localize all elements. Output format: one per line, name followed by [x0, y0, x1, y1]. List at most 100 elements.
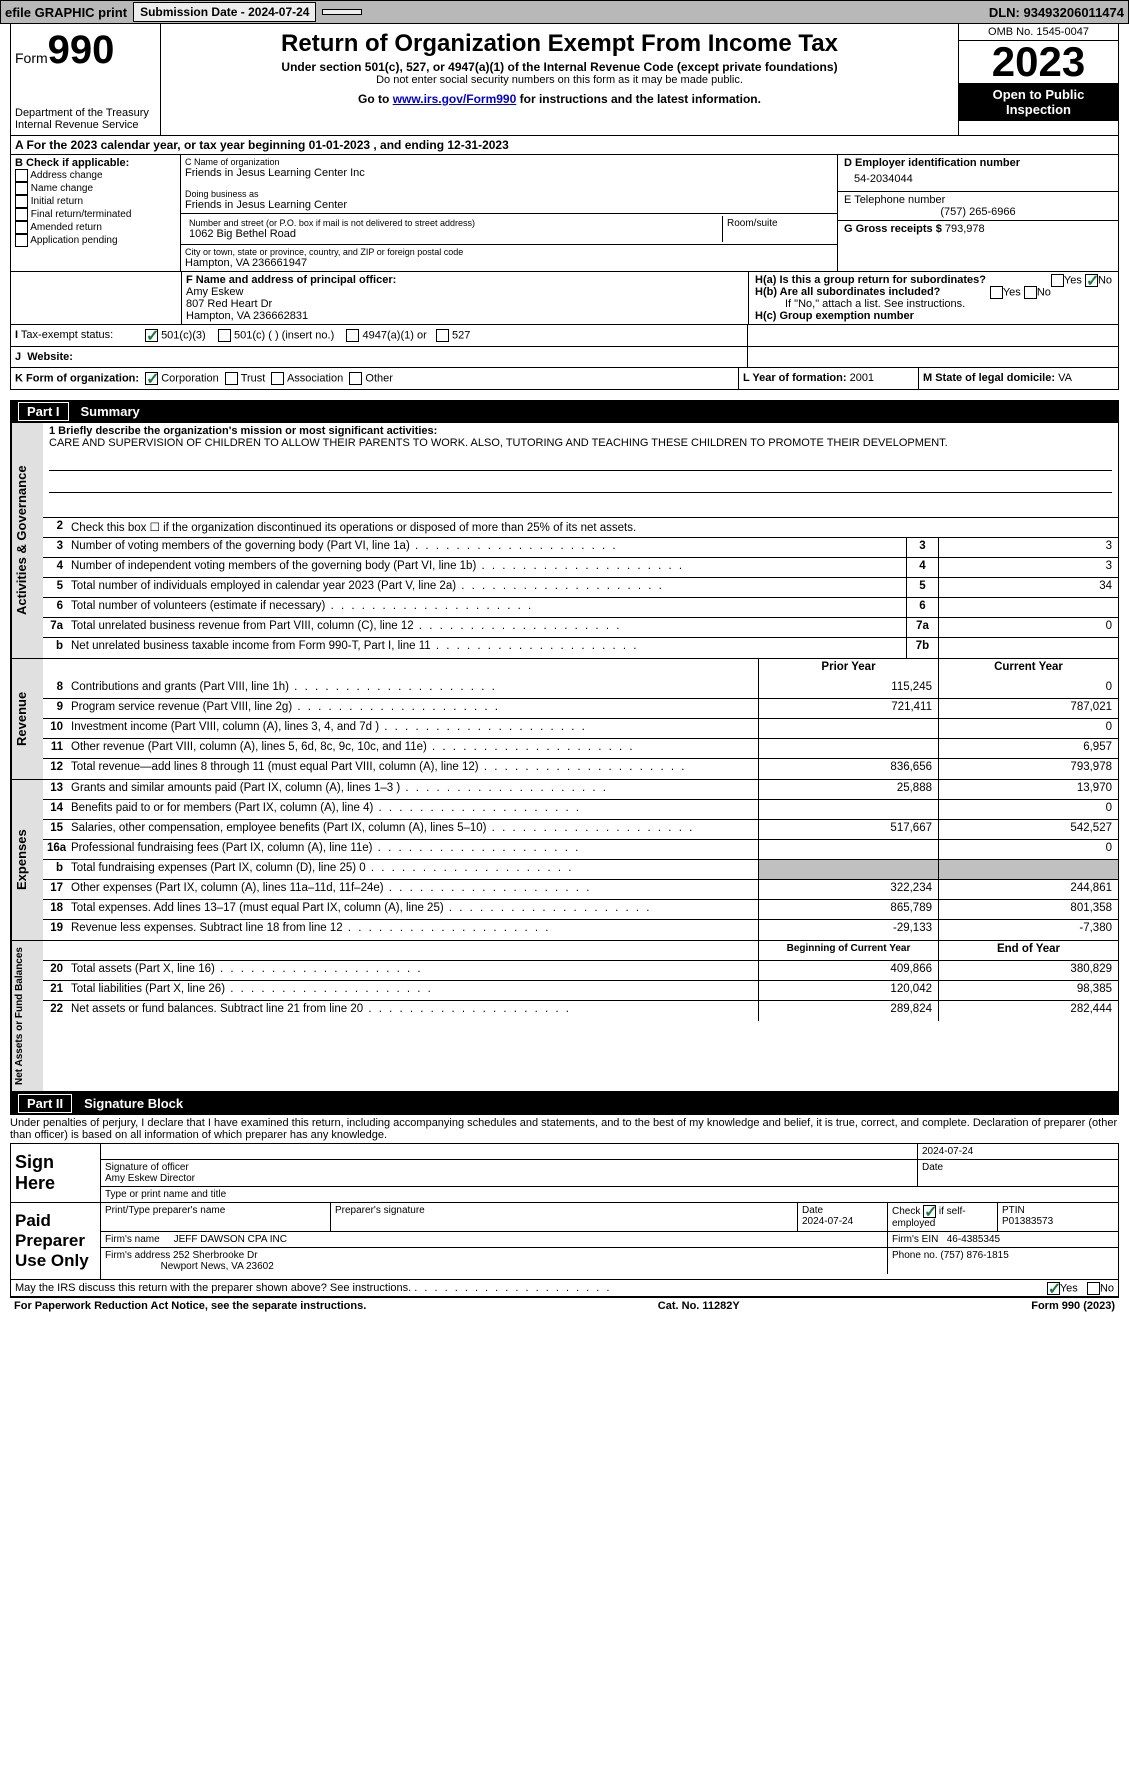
dln-label: DLN: 93493206011474 — [989, 5, 1124, 20]
row-a-tax-year: A For the 2023 calendar year, or tax yea… — [10, 136, 1119, 155]
amended-return-checkbox[interactable] — [15, 221, 28, 234]
col-c-org-info: C Name of organization Friends in Jesus … — [181, 155, 838, 271]
527-checkbox[interactable] — [436, 329, 449, 342]
ha-no-checkbox[interactable] — [1085, 274, 1098, 287]
corp-checkbox[interactable] — [145, 372, 158, 385]
net-line-22: 22Net assets or fund balances. Subtract … — [43, 1001, 1118, 1021]
officer-signature-name: Amy Eskew Director — [105, 1173, 913, 1184]
city-state-zip: Hampton, VA 236661947 — [185, 257, 833, 269]
exp-line-14: 14Benefits paid to or for members (Part … — [43, 800, 1118, 820]
firm-addr1: 252 Sherbrooke Dr — [173, 1250, 258, 1261]
irs-link[interactable]: www.irs.gov/Form990 — [393, 92, 517, 106]
form-header: Form990 Department of the Treasury Inter… — [10, 24, 1119, 136]
subtitle-2: Do not enter social security numbers on … — [167, 74, 952, 86]
discuss-row: May the IRS discuss this return with the… — [10, 1280, 1119, 1297]
net-line-21: 21Total liabilities (Part X, line 26)120… — [43, 981, 1118, 1001]
gov-line-5: 5Total number of individuals employed in… — [43, 578, 1118, 598]
rev-line-8: 8Contributions and grants (Part VIII, li… — [43, 679, 1118, 699]
form-title: Return of Organization Exempt From Incom… — [167, 30, 952, 58]
efile-label[interactable]: efile GRAPHIC print — [5, 5, 127, 20]
submission-date-button[interactable]: Submission Date - 2024-07-24 — [133, 2, 316, 22]
501c3-checkbox[interactable] — [145, 329, 158, 342]
gov-tab: Activities & Governance — [11, 423, 43, 658]
exp-line-17: 17Other expenses (Part IX, column (A), l… — [43, 880, 1118, 900]
footer-row: For Paperwork Reduction Act Notice, see … — [10, 1297, 1119, 1314]
ha-yes-checkbox[interactable] — [1051, 274, 1064, 287]
exp-line-b: bTotal fundraising expenses (Part IX, co… — [43, 860, 1118, 880]
state-domicile: VA — [1058, 372, 1072, 384]
ptin-value: P01383573 — [1002, 1216, 1053, 1227]
other-checkbox[interactable] — [349, 372, 362, 385]
subtitle-1: Under section 501(c), 527, or 4947(a)(1)… — [167, 60, 952, 74]
year-formation: 2001 — [850, 372, 874, 384]
ein-value: 54-2034044 — [844, 169, 1112, 189]
col-d-e-numbers: D Employer identification number 54-2034… — [838, 155, 1118, 271]
gov-line-6: 6Total number of volunteers (estimate if… — [43, 598, 1118, 618]
rev-line-10: 10Investment income (Part VIII, column (… — [43, 719, 1118, 739]
rev-line-12: 12Total revenue—add lines 8 through 11 (… — [43, 759, 1118, 779]
officer-name: Amy Eskew — [186, 286, 744, 298]
name-change-checkbox[interactable] — [15, 182, 28, 195]
address-change-checkbox[interactable] — [15, 169, 28, 182]
gov-line-2: 2Check this box ☐ if the organization di… — [43, 518, 1118, 538]
exp-line-13: 13Grants and similar amounts paid (Part … — [43, 780, 1118, 800]
application-pending-checkbox[interactable] — [15, 234, 28, 247]
form-label: Form — [15, 50, 48, 66]
initial-return-checkbox[interactable] — [15, 195, 28, 208]
gross-receipts: 793,978 — [945, 223, 985, 235]
exp-line-16a: 16aProfessional fundraising fees (Part I… — [43, 840, 1118, 860]
officer-addr1: 807 Red Heart Dr — [186, 298, 744, 310]
exp-tab: Expenses — [11, 780, 43, 940]
phone-value: (757) 265-6966 — [844, 206, 1112, 218]
firm-addr2: Newport News, VA 23602 — [161, 1261, 274, 1272]
open-inspection-badge: Open to Public Inspection — [959, 83, 1118, 121]
col-b-checkboxes: B Check if applicable: Address change Na… — [11, 155, 181, 271]
firm-name: JEFF DAWSON CPA INC — [174, 1234, 287, 1245]
assoc-checkbox[interactable] — [271, 372, 284, 385]
final-return-checkbox[interactable] — [15, 208, 28, 221]
rev-header-row: Prior Year Current Year — [43, 659, 1118, 679]
exp-line-18: 18Total expenses. Add lines 13–17 (must … — [43, 900, 1118, 920]
firm-phone: (757) 876-1815 — [940, 1250, 1008, 1261]
trust-checkbox[interactable] — [225, 372, 238, 385]
self-employed-checkbox[interactable] — [923, 1205, 936, 1218]
mission-text: CARE AND SUPERVISION OF CHILDREN TO ALLO… — [49, 437, 1112, 449]
gov-line-7a: 7aTotal unrelated business revenue from … — [43, 618, 1118, 638]
firm-ein: 46-4385345 — [947, 1234, 1000, 1245]
gov-line-b: bNet unrelated business taxable income f… — [43, 638, 1118, 658]
mission-box: 1 Briefly describe the organization's mi… — [43, 423, 1118, 518]
room-suite: Room/suite — [723, 216, 833, 242]
net-tab: Net Assets or Fund Balances — [11, 941, 43, 1091]
department-label: Department of the Treasury Internal Reve… — [15, 107, 156, 131]
discuss-yes-checkbox[interactable] — [1047, 1282, 1060, 1295]
goto-post: for instructions and the latest informat… — [516, 92, 761, 106]
net-header-row: Beginning of Current Year End of Year — [43, 941, 1118, 961]
rev-tab: Revenue — [11, 659, 43, 779]
penalty-statement: Under penalties of perjury, I declare th… — [10, 1115, 1119, 1143]
paid-preparer-block: Paid Preparer Use Only Print/Type prepar… — [10, 1203, 1119, 1280]
exp-line-15: 15Salaries, other compensation, employee… — [43, 820, 1118, 840]
row-f-officer: F Name and address of principal officer:… — [10, 271, 1119, 324]
row-k: K Form of organization: Corporation Trus… — [10, 368, 1119, 390]
discuss-no-checkbox[interactable] — [1087, 1282, 1100, 1295]
gov-line-3: 3Number of voting members of the governi… — [43, 538, 1118, 558]
org-name: Friends in Jesus Learning Center Inc — [185, 167, 833, 179]
net-line-20: 20Total assets (Part X, line 16)409,8663… — [43, 961, 1118, 981]
form-number: 990 — [48, 28, 115, 72]
501c-checkbox[interactable] — [218, 329, 231, 342]
part-1-header: Part I Summary — [10, 400, 1119, 423]
rev-line-11: 11Other revenue (Part VIII, column (A), … — [43, 739, 1118, 759]
blank-button[interactable] — [322, 9, 362, 15]
hb-yes-checkbox[interactable] — [990, 286, 1003, 299]
sign-here-block: Sign Here 2024-07-24 Signature of office… — [10, 1143, 1119, 1203]
top-toolbar: efile GRAPHIC print Submission Date - 20… — [0, 0, 1129, 24]
part-2-header: Part II Signature Block — [10, 1092, 1119, 1115]
hb-no-checkbox[interactable] — [1024, 286, 1037, 299]
officer-addr2: Hampton, VA 236662831 — [186, 310, 744, 322]
4947-checkbox[interactable] — [346, 329, 359, 342]
goto-pre: Go to — [358, 92, 393, 106]
exp-line-19: 19Revenue less expenses. Subtract line 1… — [43, 920, 1118, 940]
gov-line-4: 4Number of independent voting members of… — [43, 558, 1118, 578]
tax-year: 2023 — [959, 41, 1118, 83]
rev-line-9: 9Program service revenue (Part VIII, lin… — [43, 699, 1118, 719]
